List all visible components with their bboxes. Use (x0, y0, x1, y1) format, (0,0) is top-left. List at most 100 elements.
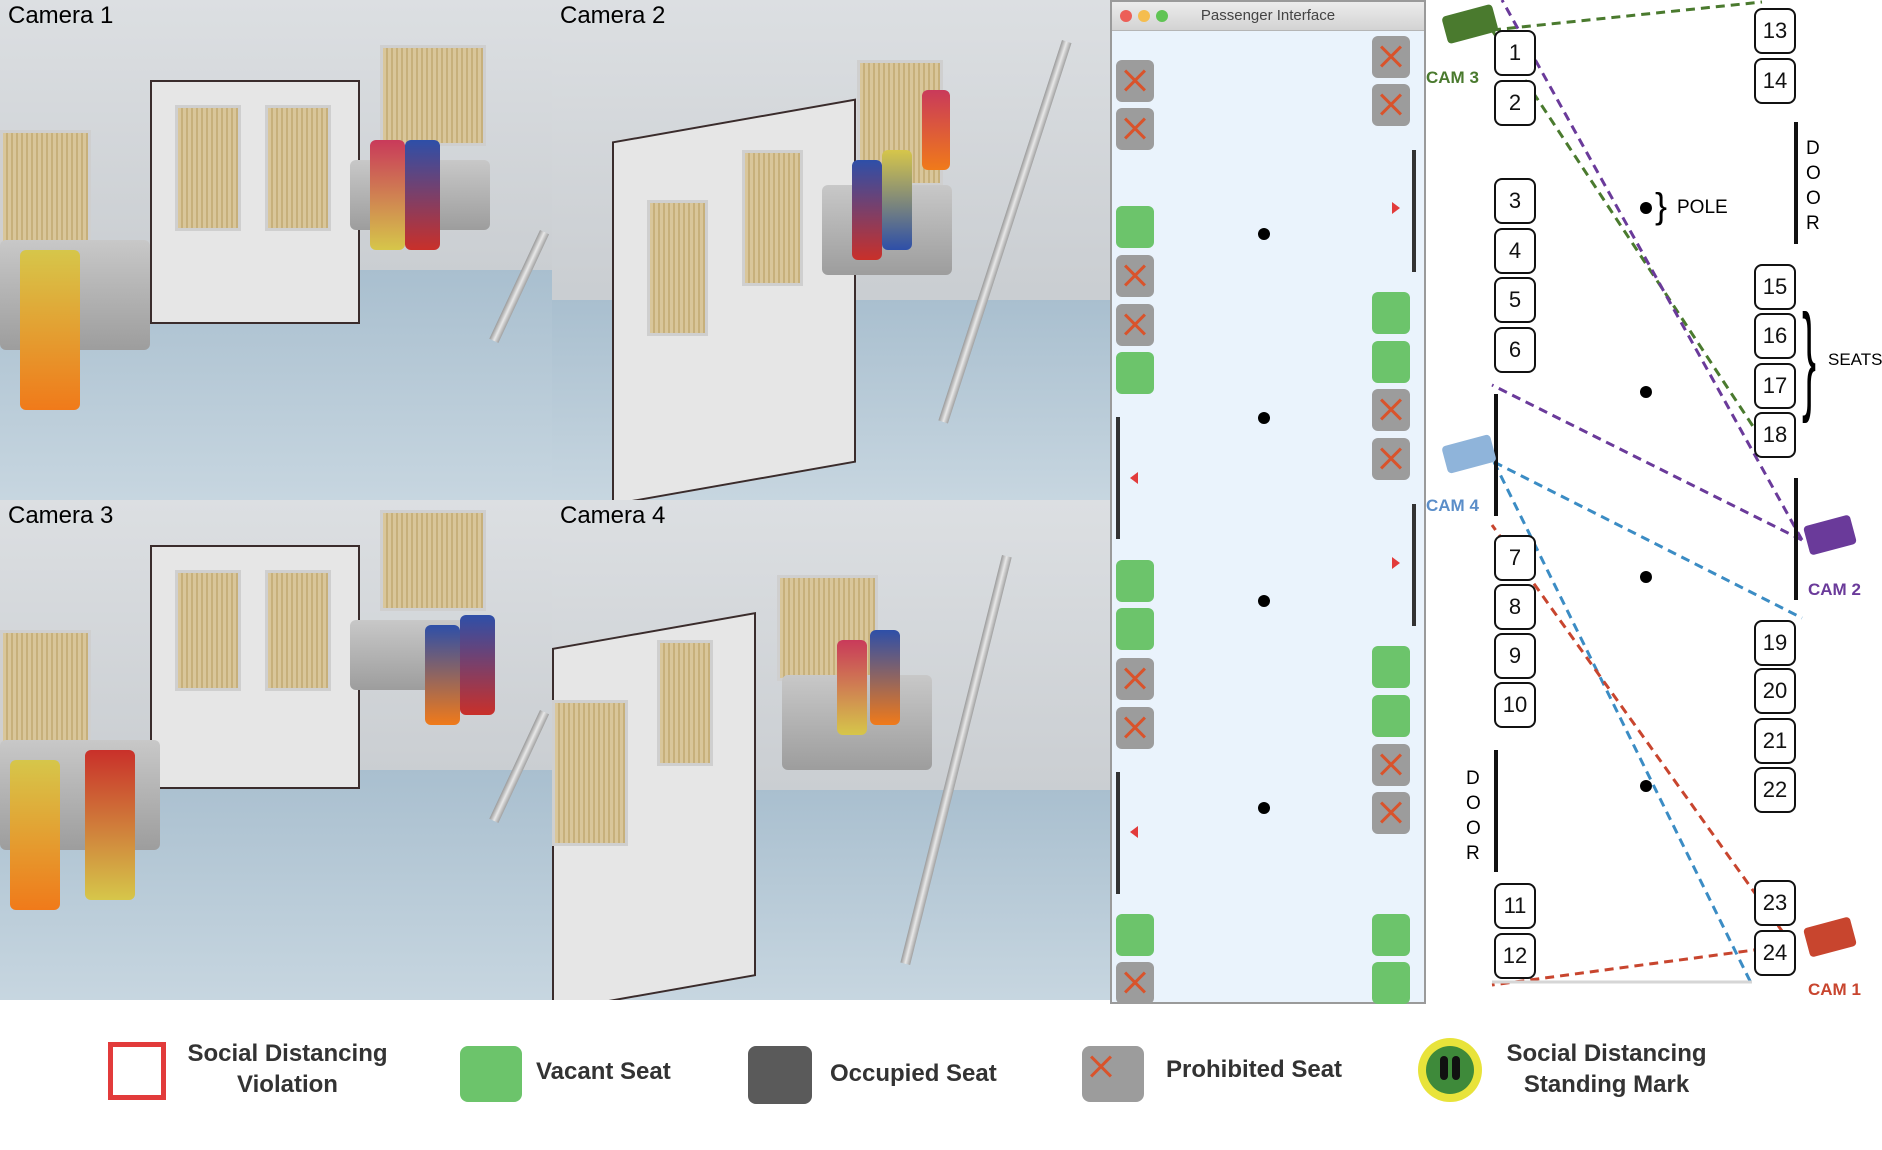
camera-4-feed: Camera 4 (552, 500, 1110, 1000)
cam-3-label: CAM 3 (1426, 68, 1479, 87)
maximize-window-button[interactable] (1156, 10, 1168, 22)
seats-label: SEATS (1828, 350, 1882, 369)
seat-right-4[interactable] (1372, 341, 1410, 383)
seat-right-2[interactable] (1372, 84, 1410, 126)
occupied-swatch (748, 1046, 812, 1104)
seat-box-5: 5 (1494, 277, 1536, 323)
seat-box-17: 17 (1754, 363, 1796, 409)
pole-brace: } (1655, 185, 1668, 226)
seat-box-23: 23 (1754, 880, 1796, 926)
camera-3-feed: Camera 3 (0, 500, 552, 1000)
pole-label: POLE (1677, 197, 1728, 218)
seat-left-1[interactable] (1116, 60, 1154, 102)
legend-prohibited-label: Prohibited Seat (1166, 1056, 1343, 1083)
door-right-lower (1794, 478, 1798, 600)
door-left-upper (1494, 394, 1498, 516)
minimize-window-button[interactable] (1138, 10, 1150, 22)
seat-box-15: 15 (1754, 264, 1796, 310)
seat-right-5[interactable] (1372, 389, 1410, 431)
standing-mark-1 (1258, 228, 1270, 240)
seat-box-20: 20 (1754, 668, 1796, 714)
seat-right-7[interactable] (1372, 646, 1410, 688)
door-label-top: D O O R (1806, 138, 1821, 234)
door-arrow-left-1 (1130, 472, 1138, 484)
window-titlebar: Passenger Interface (1112, 2, 1424, 31)
seat-box-6: 6 (1494, 327, 1536, 373)
door-top-right (1794, 122, 1798, 244)
seat-box-2: 2 (1494, 80, 1536, 126)
seat-left-5[interactable] (1116, 304, 1154, 346)
camera-2-feed: Camera 2 (552, 0, 1110, 500)
seat-box-7: 7 (1494, 535, 1536, 581)
seats-brace: } (1802, 290, 1817, 424)
seat-box-1: 1 (1494, 30, 1536, 76)
legend-violation-label: Social Distancing Violation (187, 1040, 388, 1098)
seat-box-4: 4 (1494, 228, 1536, 274)
seat-left-3[interactable] (1116, 206, 1154, 248)
seat-box-19: 19 (1754, 620, 1796, 666)
violation-swatch (108, 1042, 166, 1100)
camera-view-lines (1490, 0, 1804, 987)
seat-left-10[interactable] (1116, 707, 1154, 749)
seat-box-12: 12 (1494, 933, 1536, 979)
standing-mark-icon (1418, 1038, 1482, 1102)
seat-box-14: 14 (1754, 58, 1796, 104)
seat-box-10: 10 (1494, 682, 1536, 728)
camera-4-label: Camera 4 (560, 502, 666, 529)
door-marker-left-2 (1116, 772, 1120, 894)
seat-right-8[interactable] (1372, 695, 1410, 737)
seat-right-10[interactable] (1372, 792, 1410, 834)
seat-box-22: 22 (1754, 767, 1796, 813)
close-window-button[interactable] (1120, 10, 1132, 22)
standing-mark-4 (1258, 802, 1270, 814)
door-arrow-left-2 (1130, 826, 1138, 838)
pole-1 (1640, 202, 1652, 214)
pole-2 (1640, 386, 1652, 398)
camera-1-label: Camera 1 (8, 2, 114, 29)
pole-4 (1640, 780, 1652, 792)
prohibited-swatch (1082, 1046, 1144, 1102)
legend-occupied-label: Occupied Seat (830, 1060, 997, 1087)
seat-left-6[interactable] (1116, 352, 1154, 394)
seat-left-8[interactable] (1116, 608, 1154, 650)
cam-1-label: CAM 1 (1808, 980, 1861, 999)
camera-3-label: Camera 3 (8, 502, 114, 529)
door-marker-right-1 (1412, 150, 1416, 272)
seat-box-13: 13 (1754, 8, 1796, 54)
seat-box-24: 24 (1754, 930, 1796, 976)
door-arrow-right-1 (1392, 202, 1400, 214)
legend: Social Distancing Violation Vacant Seat … (0, 1000, 1882, 1150)
seat-box-16: 16 (1754, 313, 1796, 359)
door-arrow-right-2 (1392, 557, 1400, 569)
legend-vacant-label: Vacant Seat (536, 1058, 671, 1085)
seat-left-7[interactable] (1116, 560, 1154, 602)
seat-right-6[interactable] (1372, 438, 1410, 480)
seat-left-4[interactable] (1116, 255, 1154, 297)
window-title: Passenger Interface (1200, 7, 1336, 24)
vacant-swatch (460, 1046, 522, 1102)
seat-right-1[interactable] (1372, 36, 1410, 78)
camera-1-feed: Camera 1 (0, 0, 552, 500)
camera-2-label: Camera 2 (560, 2, 666, 29)
seat-box-8: 8 (1494, 584, 1536, 630)
seat-right-3[interactable] (1372, 292, 1410, 334)
passenger-interface-window: Passenger Interface (1110, 0, 1426, 1004)
legend-standing-mark-label: Social Distancing Standing Mark (1506, 1040, 1707, 1098)
door-marker-right-2 (1412, 504, 1416, 626)
door-label-bottom: D O O R (1466, 768, 1481, 864)
seat-right-11[interactable] (1372, 914, 1410, 956)
seat-box-11: 11 (1494, 883, 1536, 929)
seat-right-9[interactable] (1372, 744, 1410, 786)
pole-3 (1640, 571, 1652, 583)
seat-box-18: 18 (1754, 412, 1796, 458)
door-marker-left-1 (1116, 417, 1120, 539)
seat-left-2[interactable] (1116, 108, 1154, 150)
seat-left-11[interactable] (1116, 914, 1154, 956)
standing-mark-2 (1258, 412, 1270, 424)
seat-left-9[interactable] (1116, 658, 1154, 700)
cam-4-label: CAM 4 (1426, 496, 1479, 515)
seat-right-12[interactable] (1372, 962, 1410, 1004)
seat-box-9: 9 (1494, 633, 1536, 679)
seat-left-12[interactable] (1116, 962, 1154, 1004)
seat-box-21: 21 (1754, 718, 1796, 764)
